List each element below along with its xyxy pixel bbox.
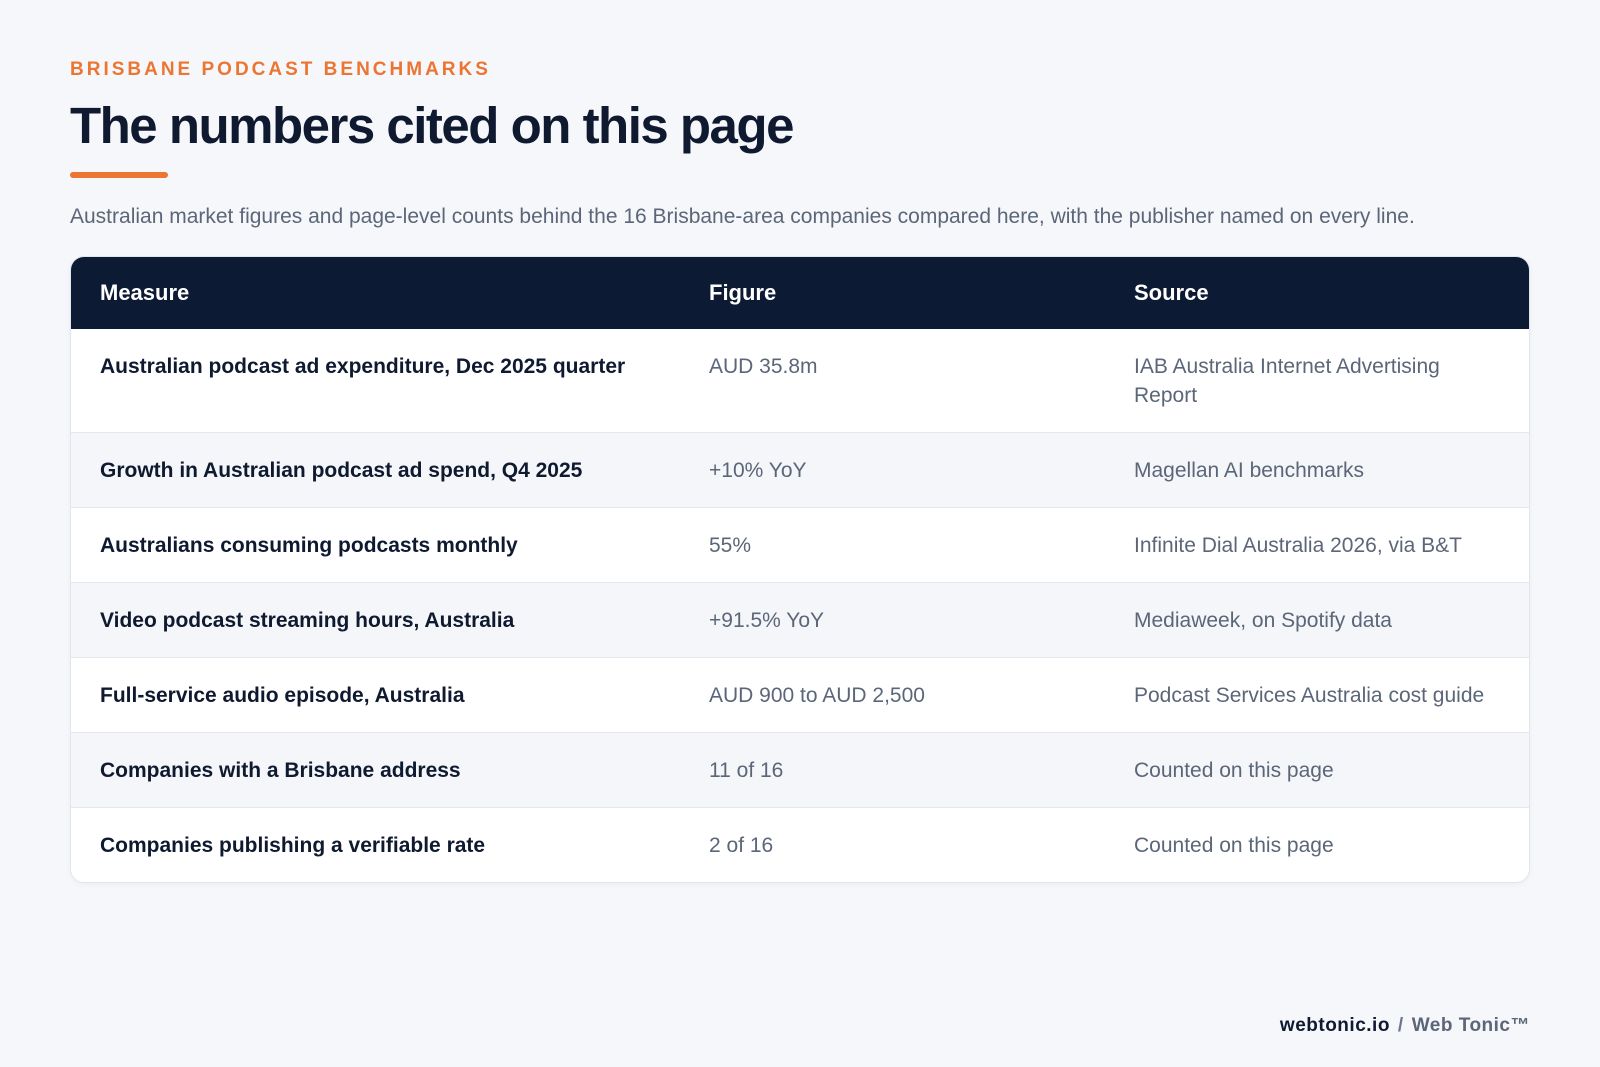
table-row: Companies publishing a verifiable rate 2… <box>71 807 1529 883</box>
measure-cell: Video podcast streaming hours, Australia <box>100 609 515 632</box>
eyebrow-label: BRISBANE PODCAST BENCHMARKS <box>70 59 491 80</box>
page-subtitle: Australian market figures and page-level… <box>70 205 1415 228</box>
source-cell: Magellan AI benchmarks <box>1134 459 1364 482</box>
title-accent-rule <box>70 172 168 178</box>
measure-cell: Australians consuming podcasts monthly <box>100 534 518 557</box>
measure-cell: Growth in Australian podcast ad spend, Q… <box>100 459 583 482</box>
footer-credit: webtonic.io / Web Tonic™ <box>1280 1014 1530 1038</box>
source-cell: Infinite Dial Australia 2026, via B&T <box>1134 534 1463 557</box>
figure-cell: +91.5% YoY <box>709 609 825 632</box>
source-cell: IAB Australia Internet Advertising Repor… <box>1134 355 1440 407</box>
source-cell: Counted on this page <box>1134 834 1334 857</box>
footer-separator: / <box>1397 1015 1404 1036</box>
column-header-figure: Figure <box>709 280 777 305</box>
table-row: Australian podcast ad expenditure, Dec 2… <box>71 329 1529 433</box>
source-cell: Podcast Services Australia cost guide <box>1134 684 1485 707</box>
page-title: The numbers cited on this page <box>70 97 794 154</box>
measure-cell: Full-service audio episode, Australia <box>100 684 465 707</box>
table-row: Full-service audio episode, Australia AU… <box>71 657 1529 733</box>
figure-cell: 11 of 16 <box>709 759 784 782</box>
table-row: Australians consuming podcasts monthly 5… <box>71 507 1529 583</box>
table-row: Companies with a Brisbane address 11 of … <box>71 732 1529 808</box>
table-row: Video podcast streaming hours, Australia… <box>71 582 1529 658</box>
footer-domain: webtonic.io <box>1279 1015 1390 1036</box>
figure-cell: 55% <box>709 534 752 557</box>
table-header-row: Measure Figure Source <box>71 257 1529 329</box>
column-header-source: Source <box>1134 280 1209 305</box>
benchmarks-table-card: Measure Figure Source Australian podcast… <box>70 256 1530 883</box>
table-row: Growth in Australian podcast ad spend, Q… <box>71 432 1529 508</box>
measure-cell: Companies with a Brisbane address <box>100 759 461 782</box>
measure-cell: Australian podcast ad expenditure, Dec 2… <box>100 355 626 378</box>
benchmarks-table: Measure Figure Source Australian podcast… <box>71 257 1529 883</box>
measure-cell: Companies publishing a verifiable rate <box>100 834 486 857</box>
figure-cell: AUD 900 to AUD 2,500 <box>709 684 925 707</box>
source-cell: Mediaweek, on Spotify data <box>1134 609 1392 632</box>
figure-cell: +10% YoY <box>709 459 807 482</box>
column-header-measure: Measure <box>100 280 190 305</box>
source-cell: Counted on this page <box>1134 759 1334 782</box>
figure-cell: AUD 35.8m <box>709 355 818 378</box>
figure-cell: 2 of 16 <box>709 834 774 857</box>
footer-brand: Web Tonic™ <box>1411 1015 1530 1036</box>
